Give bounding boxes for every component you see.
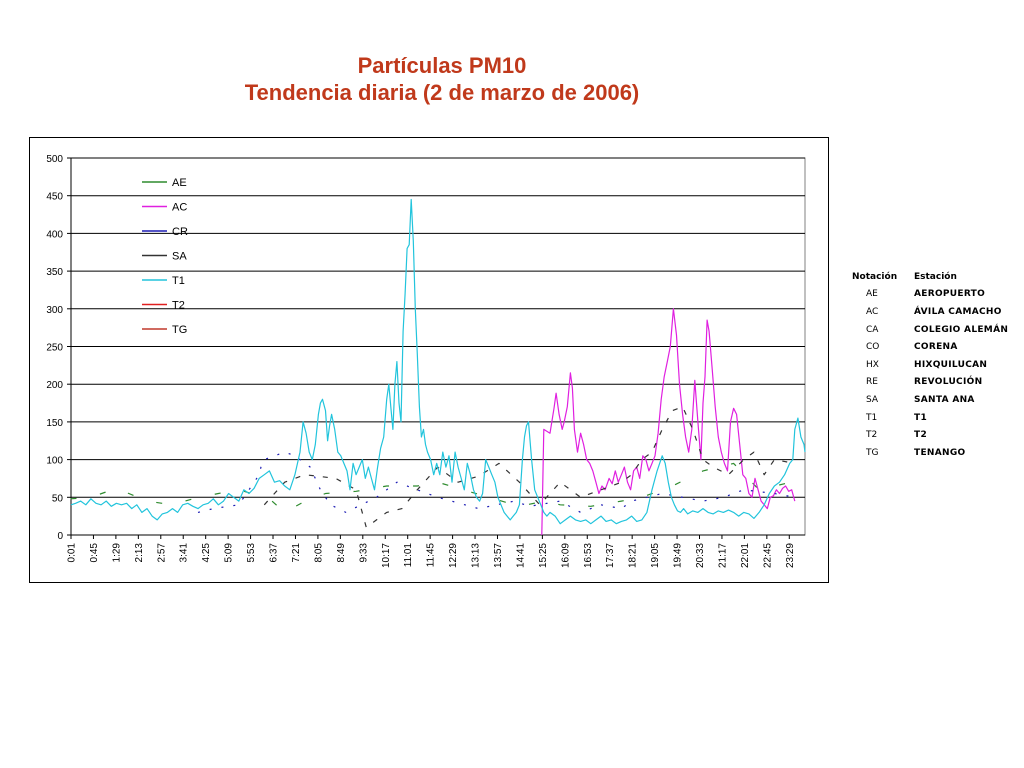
station-code: RE — [866, 377, 878, 388]
x-tick-label: 13:13 — [471, 543, 482, 568]
station-name: T2 — [914, 430, 928, 441]
y-tick-label: 250 — [46, 343, 63, 354]
legend-label-sa: SA — [172, 251, 187, 263]
notation-header: Notación — [852, 271, 898, 282]
y-tick-label: 350 — [46, 267, 63, 278]
station-row: CA COLEGIO ALEMÁN — [852, 321, 1008, 339]
station-row: TG TENANGO — [852, 444, 1008, 462]
x-tick-label: 18:21 — [628, 543, 639, 568]
x-tick-label: 4:25 — [201, 543, 212, 563]
x-tick-label: 0:45 — [89, 543, 100, 563]
x-tick-label: 2:57 — [156, 543, 167, 563]
y-tick-label: 450 — [46, 192, 63, 203]
y-tick-label: 400 — [46, 229, 63, 240]
station-row: HX HIXQUILUCAN — [852, 356, 1008, 374]
y-tick-label: 200 — [46, 380, 63, 391]
station-row: T1 T1 — [852, 409, 1008, 427]
x-tick-label: 17:37 — [605, 543, 616, 568]
x-tick-label: 20:33 — [695, 543, 706, 568]
station-legend-table: Notación Estación AE AEROPUERTO AC ÁVILA CA… — [852, 268, 1008, 462]
station-code: TG — [866, 447, 879, 458]
station-row: RE REVOLUCIÓN — [852, 374, 1008, 392]
x-tick-label: 12:29 — [448, 543, 459, 568]
x-tick-label: 11:01 — [403, 543, 414, 568]
x-tick-label: 1:29 — [111, 543, 122, 563]
x-tick-label: 15:25 — [538, 543, 549, 568]
x-tick-label: 0:01 — [67, 543, 78, 563]
station-row: AE AEROPUERTO — [852, 286, 1008, 304]
station-code: SA — [866, 394, 879, 405]
x-tick-label: 16:09 — [560, 543, 571, 568]
station-name: SANTA ANA — [914, 394, 975, 405]
y-tick-label: 100 — [46, 456, 63, 467]
station-code: AE — [866, 289, 878, 300]
x-tick-label: 5:09 — [224, 543, 235, 563]
x-tick-label: 13:57 — [493, 543, 504, 568]
y-tick-label: 0 — [57, 531, 63, 542]
station-name: ÁVILA CAMACHO — [914, 306, 1002, 317]
x-tick-label: 8:49 — [336, 543, 347, 563]
station-row: CO CORENA — [852, 338, 1008, 356]
legend-label-tg: TG — [172, 324, 187, 336]
x-tick-label: 11:45 — [426, 543, 437, 568]
station-code: AC — [866, 306, 879, 317]
series-line-sa — [263, 406, 795, 529]
y-tick-label: 300 — [46, 305, 63, 316]
station-code: CA — [866, 324, 879, 335]
x-tick-label: 19:05 — [650, 543, 661, 568]
station-table-header: Notación Estación — [852, 268, 1008, 286]
station-name: HIXQUILUCAN — [914, 359, 988, 370]
x-tick-label: 3:41 — [179, 543, 190, 563]
station-name: TENANGO — [914, 447, 966, 458]
y-tick-label: 500 — [46, 154, 63, 165]
station-code: T2 — [866, 430, 878, 441]
x-tick-label: 7:21 — [291, 543, 302, 563]
legend-label-t1: T1 — [172, 275, 185, 287]
x-tick-label: 2:13 — [134, 543, 145, 563]
station-name: COLEGIO ALEMÁN — [914, 324, 1009, 335]
x-tick-label: 5:53 — [246, 543, 257, 563]
chart-area: 0 50 100 150 200 250 300 350 400 450 500 0:01 0:45 1:… — [29, 137, 829, 583]
series-line-t1 — [70, 198, 806, 525]
station-row: SA SANTA ANA — [852, 391, 1008, 409]
x-tick-label: 19:49 — [673, 543, 684, 568]
legend-label-ac: AC — [172, 202, 187, 214]
x-tick-label: 8:05 — [313, 543, 324, 563]
station-code: T1 — [866, 412, 878, 423]
station-row: T2 T2 — [852, 426, 1008, 444]
series-line-ac — [541, 308, 796, 536]
legend-label-ae: AE — [172, 177, 187, 189]
legend-label-cr: CR — [172, 226, 188, 238]
station-row: AC ÁVILA CAMACHO — [852, 303, 1008, 321]
chart-title: Partículas PM10 Tendencia diaria (2 de m… — [0, 52, 884, 106]
x-tick-label: 21:17 — [717, 543, 728, 568]
pm10-line-chart: 0 50 100 150 200 250 300 350 400 450 500 0:01 0:45 1:… — [46, 154, 806, 568]
station-header: Estación — [914, 271, 957, 282]
station-name: REVOLUCIÓN — [914, 377, 983, 388]
x-tick-label: 22:45 — [762, 543, 773, 568]
x-tick-label: 22:01 — [740, 543, 751, 568]
chart-title-line2: Tendencia diaria (2 de marzo de 2006) — [244, 80, 640, 105]
x-tick-label: 9:33 — [358, 543, 369, 563]
station-code: HX — [866, 359, 879, 370]
x-tick-label: 6:37 — [269, 543, 280, 563]
legend-label-t2: T2 — [172, 300, 185, 312]
x-tick-label: 14:41 — [515, 543, 526, 568]
y-tick-label: 150 — [46, 418, 63, 429]
x-tick-label: 16:53 — [583, 543, 594, 568]
x-tick-label: 23:29 — [785, 543, 796, 568]
station-name: AEROPUERTO — [914, 289, 986, 300]
station-name: CORENA — [914, 342, 958, 353]
series-line-ae — [70, 462, 806, 513]
x-tick-label: 10:17 — [381, 543, 392, 568]
chart-title-line1: Partículas PM10 — [357, 53, 527, 78]
station-code: CO — [866, 342, 880, 353]
station-name: T1 — [914, 412, 928, 423]
y-tick-label: 50 — [52, 493, 64, 504]
